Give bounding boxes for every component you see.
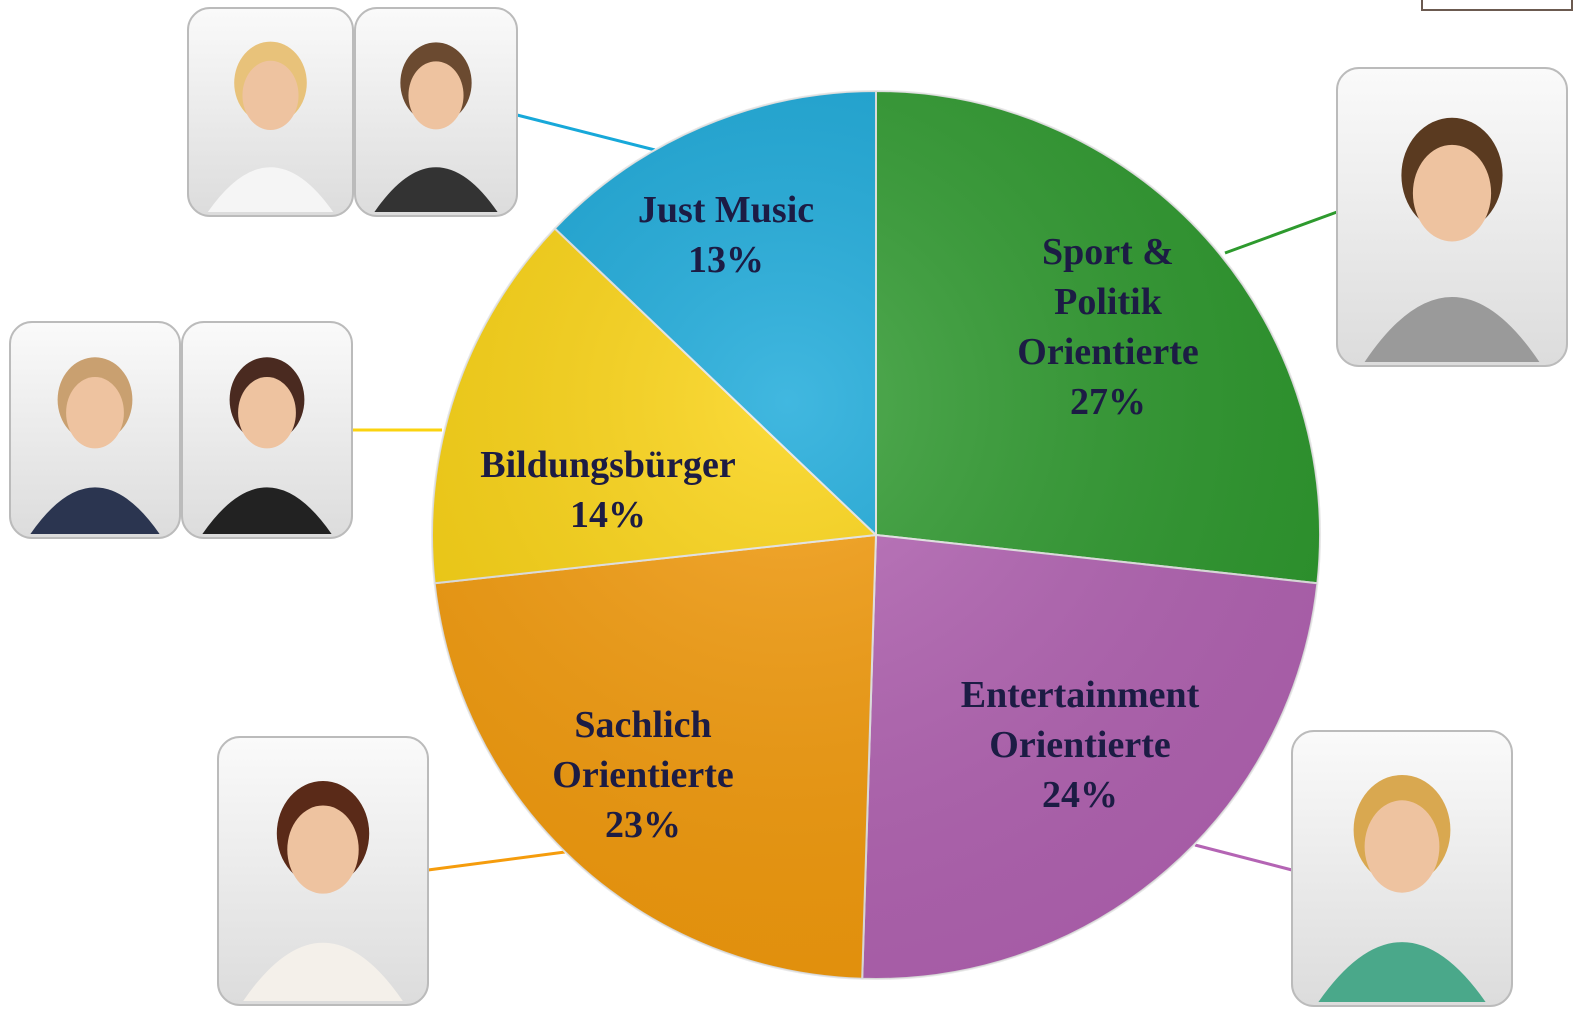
photo-face	[242, 60, 299, 131]
photo	[181, 321, 353, 539]
slice-label: Just Music 13%	[606, 185, 846, 285]
connector	[1224, 210, 1338, 255]
connector	[516, 113, 656, 152]
photo-face	[408, 61, 464, 130]
photo-face	[66, 377, 124, 449]
photo-body	[202, 487, 332, 534]
photo	[187, 7, 354, 217]
slice-label: Sport & Politik Orientierte 27%	[988, 227, 1228, 427]
corner-box	[1421, 0, 1573, 11]
connector	[1194, 843, 1293, 872]
connector	[427, 850, 566, 872]
photo-face	[287, 805, 359, 894]
value-label: 13%	[688, 239, 764, 281]
value-label: 24%	[1042, 774, 1118, 816]
photo-face	[1364, 800, 1440, 893]
slice-label: Sachlich Orientierte 23%	[513, 700, 773, 850]
slice-label: Bildungsbürger 14%	[443, 440, 773, 540]
photo-body	[1364, 296, 1540, 362]
category-label: Sport & Politik Orientierte	[1017, 231, 1199, 373]
photo-body	[374, 167, 498, 212]
category-label: Sachlich Orientierte	[552, 704, 734, 796]
value-label: 23%	[605, 804, 681, 846]
photo-body	[243, 942, 403, 1001]
photo	[1336, 67, 1568, 367]
photo	[217, 736, 429, 1006]
photo-body	[1318, 942, 1486, 1002]
slice-label: Entertainment Orientierte 24%	[920, 670, 1240, 820]
photo	[9, 321, 181, 539]
photo-face	[1412, 144, 1492, 242]
photo-face	[238, 377, 296, 449]
photo	[354, 7, 518, 217]
photo-body	[30, 487, 160, 534]
category-label: Entertainment Orientierte	[960, 674, 1200, 766]
value-label: 27%	[1070, 381, 1146, 423]
value-label: 14%	[570, 494, 646, 536]
photos	[9, 7, 1568, 1007]
category-label: Just Music	[637, 189, 815, 231]
photo	[1291, 730, 1513, 1007]
category-label: Bildungsbürger	[480, 444, 736, 486]
photo-body	[207, 167, 334, 212]
